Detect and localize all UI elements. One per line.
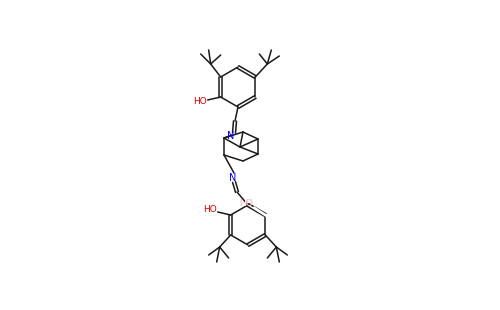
Text: N: N <box>230 173 236 183</box>
Text: HO: HO <box>240 200 253 209</box>
Text: HO: HO <box>240 200 253 209</box>
Text: HO: HO <box>193 98 206 107</box>
Text: HO: HO <box>203 206 216 215</box>
Text: N: N <box>228 131 234 141</box>
